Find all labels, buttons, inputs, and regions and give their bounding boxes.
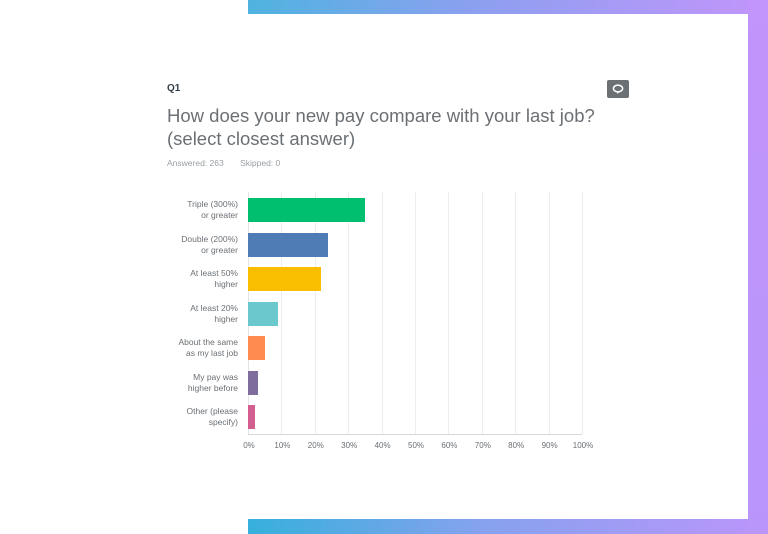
gridline — [415, 192, 416, 434]
category-label: At least 20% higher — [190, 302, 238, 324]
response-stats: Answered: 263 Skipped: 0 — [167, 158, 294, 168]
x-tick-label: 60% — [441, 441, 458, 450]
x-tick-label: 30% — [341, 441, 358, 450]
gridline — [281, 192, 283, 434]
x-tick-label: 20% — [307, 441, 324, 450]
question-title: How does your new pay compare with your … — [167, 105, 595, 149]
x-tick-label: 10% — [274, 441, 291, 450]
category-label: Double (200%) or greater — [181, 233, 238, 255]
bar[interactable] — [248, 370, 259, 395]
speech-bubble-icon — [612, 83, 624, 94]
answered-count: Answered: 263 — [167, 158, 224, 168]
gridline — [548, 192, 550, 434]
x-tick-label: 80% — [508, 441, 525, 450]
bar[interactable] — [248, 301, 279, 326]
gridline — [448, 192, 450, 434]
gridline — [381, 192, 383, 434]
question-number: Q1 — [167, 83, 181, 94]
gridline — [314, 192, 316, 434]
category-label: Triple (300%) or greater — [187, 199, 238, 220]
category-label: Other (please specify) — [186, 406, 239, 427]
category-label: About the same as my last job — [178, 337, 238, 358]
x-tick-label: 40% — [374, 441, 391, 450]
category-label: At least 50% higher — [190, 268, 238, 289]
bar[interactable] — [248, 198, 365, 222]
bar[interactable] — [248, 267, 322, 291]
gradient-frame-bottom — [248, 519, 768, 534]
bar[interactable] — [248, 405, 255, 429]
bar[interactable] — [248, 336, 265, 360]
gridline — [481, 192, 483, 434]
bar[interactable] — [248, 232, 329, 257]
x-axis — [248, 434, 582, 435]
x-tick-label: 50% — [407, 441, 425, 450]
x-tick-label: 0% — [243, 441, 255, 450]
skipped-count: Skipped: 0 — [240, 158, 281, 168]
gradient-frame-right — [748, 0, 768, 534]
x-tick-label: 90% — [541, 441, 558, 450]
x-tick-label: 100% — [572, 441, 594, 450]
category-label: My pay was higher before — [187, 371, 238, 393]
gradient-frame-top — [248, 0, 768, 14]
gridline — [515, 192, 517, 434]
gridline — [582, 192, 583, 434]
comment-button[interactable] — [607, 80, 629, 98]
x-tick-label: 70% — [474, 441, 491, 450]
gridline — [348, 192, 350, 434]
